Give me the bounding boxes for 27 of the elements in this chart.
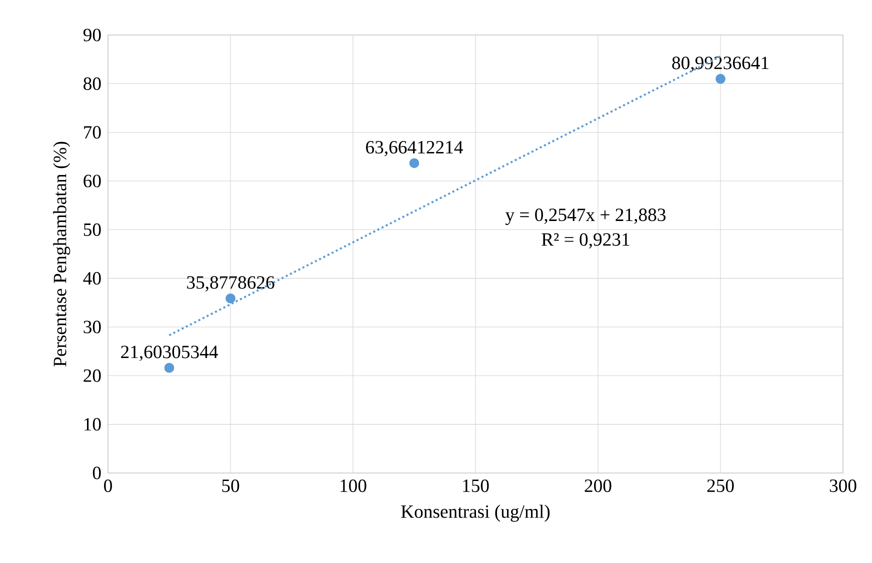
y-tick-label: 40 xyxy=(83,272,101,285)
y-tick-label: 70 xyxy=(84,126,101,139)
x-tick-label: 200 xyxy=(584,479,612,492)
y-tick-label: 50 xyxy=(84,223,101,236)
x-tick-label: 150 xyxy=(463,479,489,492)
x-tick-label: 0 xyxy=(104,479,112,492)
point xyxy=(716,74,726,84)
y-tick-label: 20 xyxy=(84,369,101,382)
y-tick-label: 0 xyxy=(92,466,101,480)
y-tick-label: 30 xyxy=(84,320,101,334)
x-tick-label: 250 xyxy=(707,479,734,492)
point xyxy=(409,158,420,168)
x-tick-label: 50 xyxy=(222,479,240,492)
x-tick-label: 300 xyxy=(830,479,856,492)
annotation: y = 0,2547x + 21,883 xyxy=(505,208,666,225)
y-tick-label: 10 xyxy=(84,418,101,431)
point xyxy=(226,293,236,304)
point xyxy=(164,362,174,373)
y-tick-label: 60 xyxy=(84,174,101,188)
data-label: 21,60305344 xyxy=(121,346,218,361)
y-axis-title: Persentase Penghambatan (%) xyxy=(53,142,70,366)
annotation: R² = 0,9231 xyxy=(542,233,630,248)
x-axis-title: Konsentrasi (ug/ml) xyxy=(401,504,550,522)
y-tick-label: 80 xyxy=(84,77,101,90)
y-tick-label: 90 xyxy=(83,28,101,42)
x-tick-label: 100 xyxy=(340,479,366,492)
data-label: 63,66412214 xyxy=(366,141,463,156)
